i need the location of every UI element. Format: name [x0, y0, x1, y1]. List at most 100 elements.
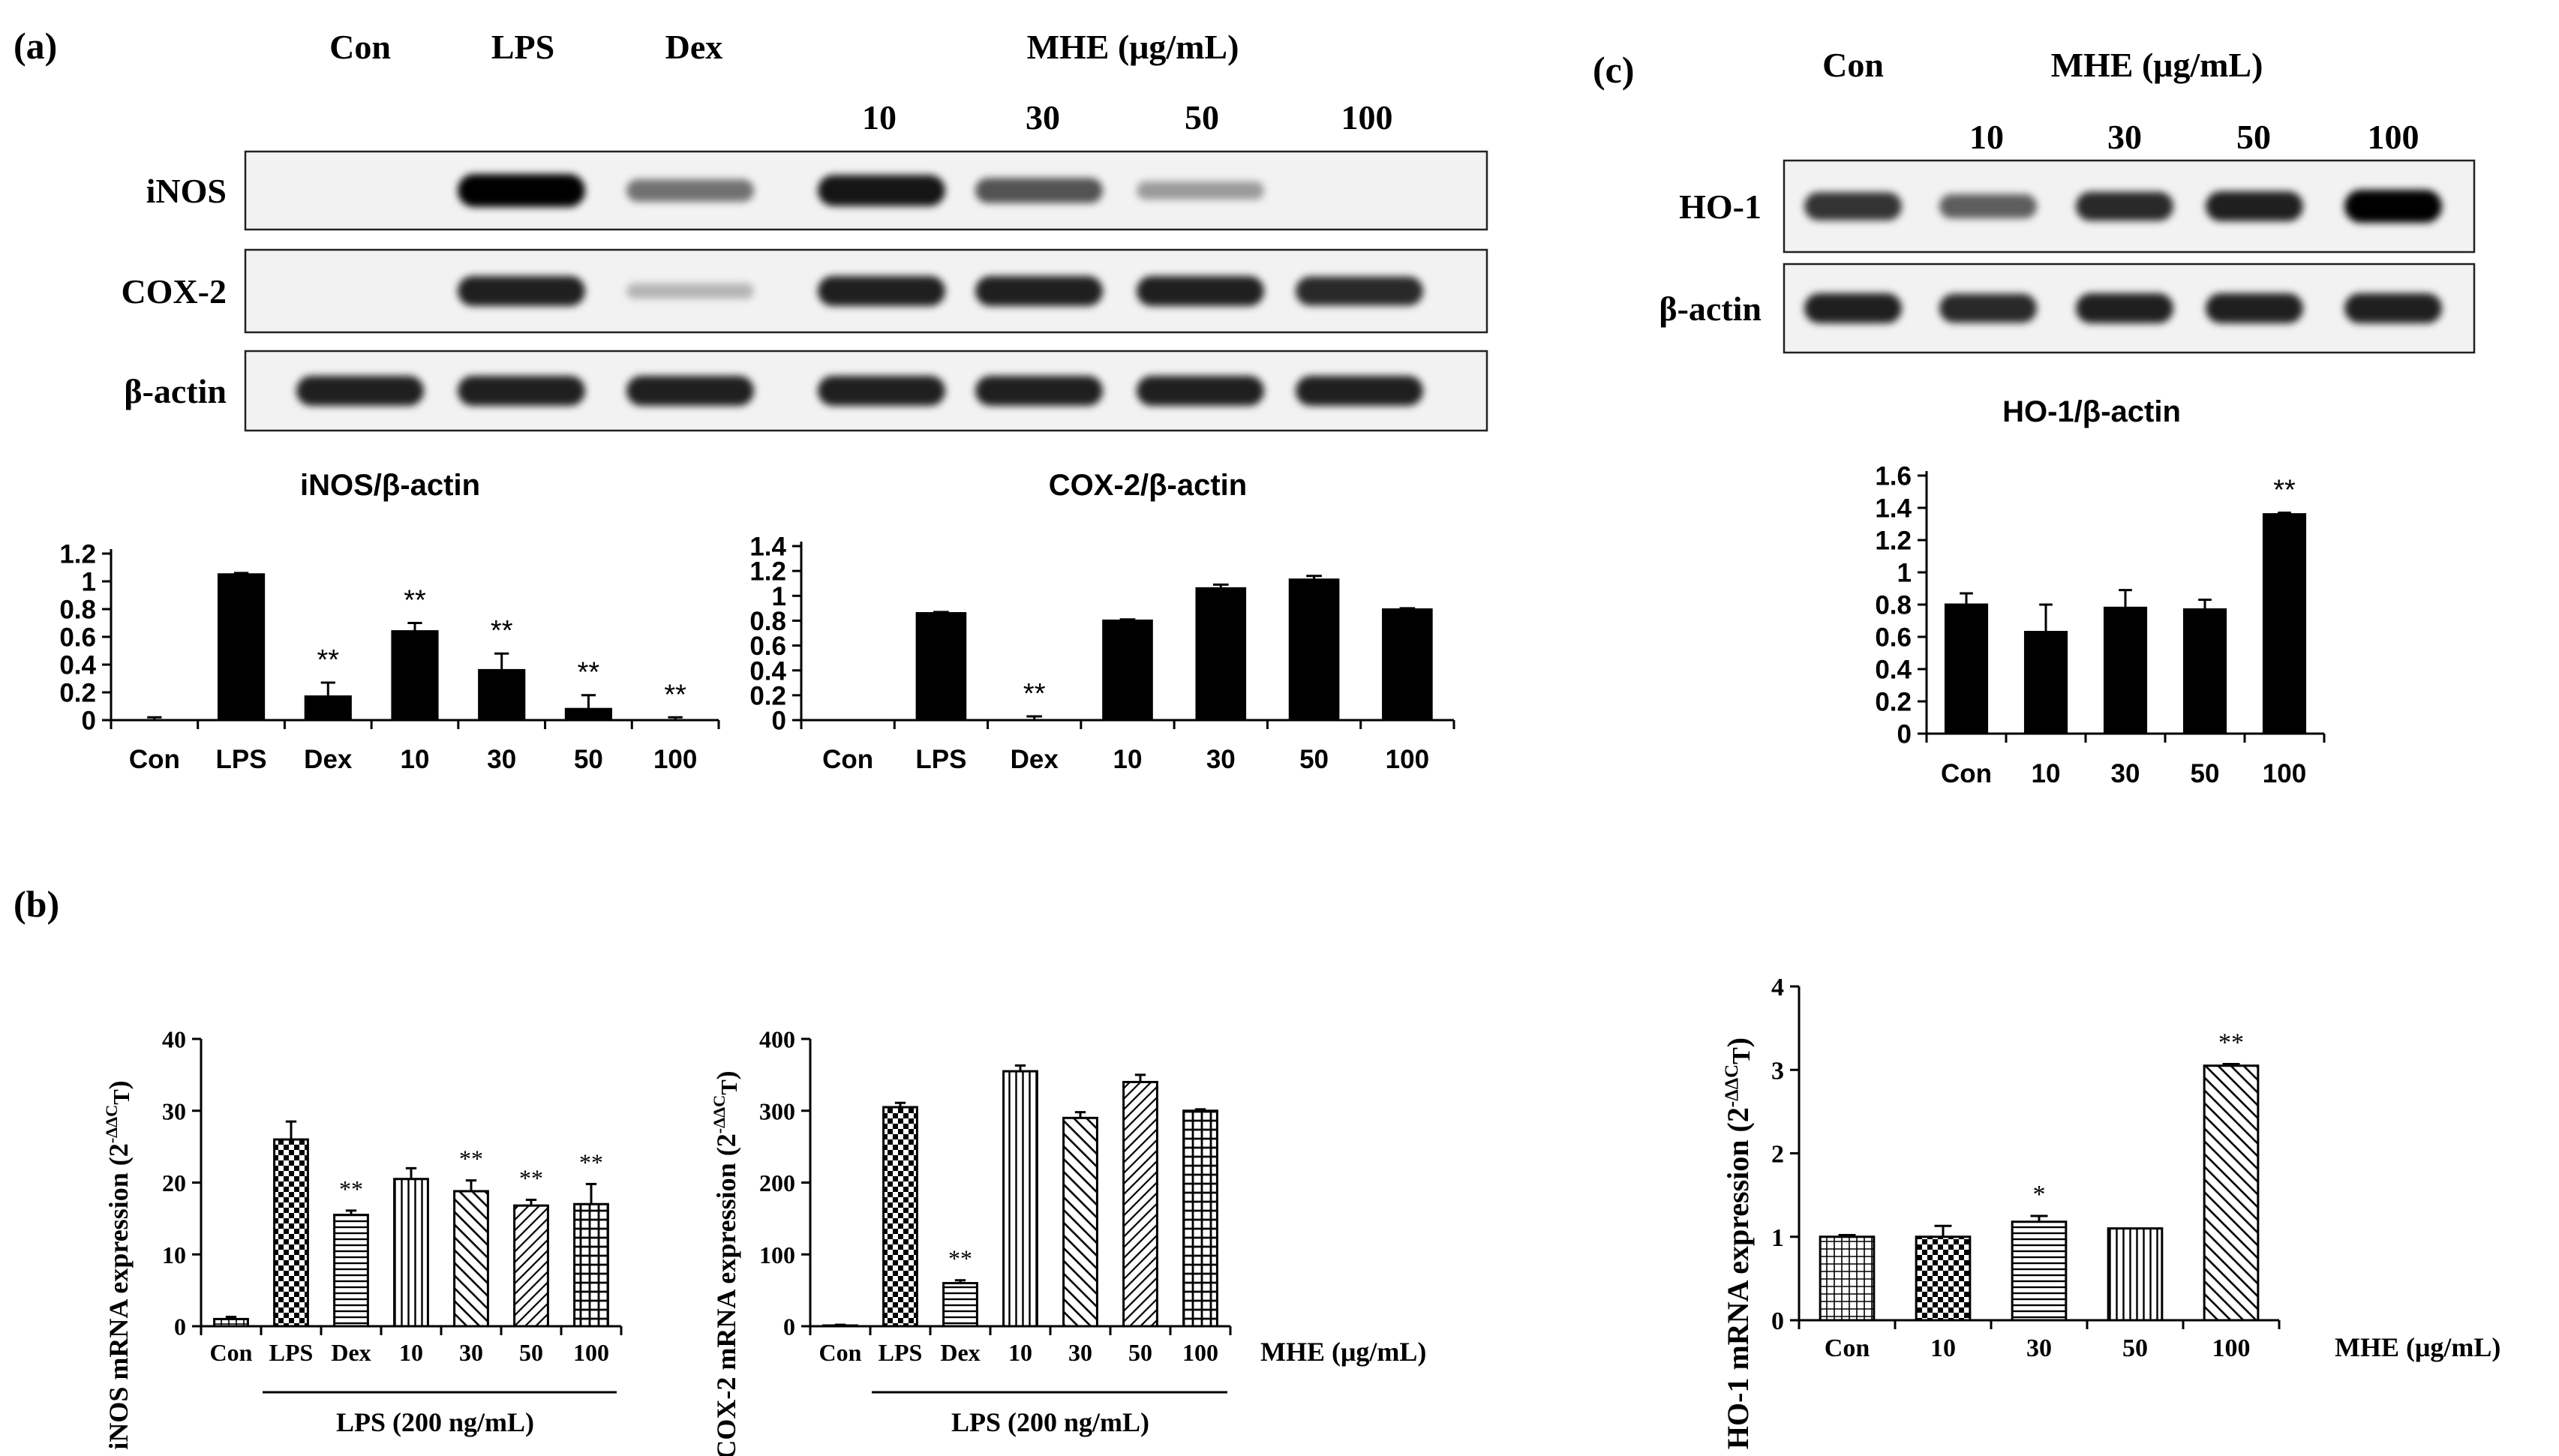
- y-tick-label: 0: [1771, 1307, 1784, 1335]
- bar-10: [391, 630, 439, 722]
- chart-title: COX-2/β-actin: [1049, 469, 1247, 502]
- blot-band: [2076, 293, 2173, 324]
- dose-10: 10: [1969, 118, 2004, 156]
- blot-band: [2344, 293, 2442, 324]
- x-category-label: 30: [2026, 1334, 2052, 1362]
- x-category-label: Con: [1825, 1334, 1870, 1362]
- bar-30: [1195, 587, 1247, 722]
- y-axis-label: COX-2 mRNA expression (2-ΔΔCT): [710, 1070, 742, 1456]
- x-category-label: Dex: [940, 1339, 980, 1366]
- y-tick-label: 1.6: [1875, 462, 1912, 491]
- blot-row-label: iNOS: [146, 172, 227, 210]
- blot-band: [2206, 191, 2303, 222]
- y-tick-label: 30: [162, 1097, 186, 1124]
- y-tick-label: 2: [1771, 1141, 1784, 1169]
- bar-30: [1062, 1116, 1098, 1328]
- x-category-label: 30: [2111, 759, 2140, 788]
- panel-a-western-blot: (a) Con LPS Dex MHE (μg/mL) 10 30 50 100…: [14, 25, 1488, 432]
- bar-10: [1102, 619, 1153, 722]
- bar-30: [2011, 1220, 2068, 1322]
- x-category-label: LPS: [879, 1339, 923, 1366]
- y-tick-label: 400: [759, 1026, 795, 1053]
- bar-lps: [273, 1138, 309, 1328]
- y-tick-label: 20: [162, 1169, 186, 1196]
- blot-band: [818, 275, 945, 307]
- bar-lps: [882, 1106, 918, 1328]
- panel-c-tag: (c): [1593, 49, 1635, 91]
- y-tick-label: 10: [162, 1241, 186, 1268]
- bar-100: [573, 1202, 609, 1328]
- bar-100: [1382, 608, 1433, 722]
- blot-band: [975, 375, 1103, 407]
- bar-con: [213, 1317, 249, 1328]
- bar-50: [1122, 1080, 1158, 1328]
- bar-100: [2203, 1064, 2260, 1322]
- significance-marker: **: [317, 644, 339, 676]
- dose-50: 50: [1185, 98, 1219, 137]
- blot-band: [296, 375, 424, 407]
- y-tick-label: 1: [82, 568, 96, 597]
- x-category-label: 30: [1206, 745, 1236, 774]
- bar-con: [1819, 1235, 1876, 1322]
- y-tick-label: 3: [1771, 1057, 1784, 1085]
- y-tick-label: 0.6: [1875, 623, 1912, 653]
- chart-ho1-mrna: 0 1 2 3 4 Con 10 * 30 50 ** 100 HO-1 mRNA expression…: [1721, 974, 2500, 1449]
- blot-band: [458, 375, 585, 407]
- y-tick-label: 0.4: [1875, 656, 1912, 685]
- blot-row-label: β-actin: [124, 372, 227, 410]
- x-category-label: 50: [1128, 1339, 1152, 1366]
- bar-100: [1182, 1109, 1218, 1328]
- blot-band: [1296, 276, 1423, 306]
- x-category-label: 100: [1386, 745, 1429, 774]
- x-category-label: 100: [2212, 1334, 2251, 1362]
- x-unit-label: MHE (μg/mL): [1260, 1337, 1426, 1367]
- x-category-label: 50: [2191, 759, 2220, 788]
- x-category-label: 30: [1068, 1339, 1092, 1366]
- blot-band: [1137, 181, 1264, 200]
- blot-band: [818, 175, 945, 206]
- x-category-label: 100: [1182, 1339, 1218, 1366]
- bar-30: [478, 668, 526, 722]
- dose-30: 30: [1026, 98, 1060, 137]
- significance-marker: **: [664, 679, 686, 710]
- x-category-label: 10: [1113, 745, 1143, 774]
- blot-band: [458, 174, 585, 207]
- significance-marker: **: [2273, 474, 2296, 506]
- chart-cox2-mrna: 0 100 200 300 400 Con LPS ** Dex 10 30 50 100 COX-2 m…: [710, 1026, 1426, 1456]
- x-category-label: Con: [822, 745, 873, 774]
- bar-50: [513, 1204, 549, 1328]
- y-tick-label: 0.2: [59, 679, 96, 708]
- dose-10: 10: [862, 98, 897, 137]
- blot-row-label: β-actin: [1659, 290, 1762, 328]
- x-category-label: LPS: [915, 745, 966, 774]
- lane-header-con: Con: [1822, 46, 1884, 84]
- x-category-label: 10: [399, 1339, 423, 1366]
- y-tick-label: 100: [759, 1241, 795, 1268]
- y-tick-label: 1.2: [749, 557, 786, 587]
- y-tick-label: 1.2: [1875, 527, 1912, 556]
- chart-title: iNOS/β-actin: [300, 469, 480, 502]
- bar-10: [1002, 1070, 1038, 1328]
- x-category-label: 30: [487, 745, 516, 774]
- y-tick-label: 0.2: [749, 681, 786, 710]
- y-tick-label: 1.4: [749, 533, 786, 562]
- x-category-label: LPS: [216, 745, 267, 774]
- x-category-label: 10: [1008, 1339, 1032, 1366]
- group-label: LPS (200 ng/mL): [951, 1407, 1149, 1437]
- y-tick-label: 0.6: [749, 632, 786, 661]
- dose-100: 100: [1341, 98, 1393, 137]
- blot-band: [1804, 192, 1902, 221]
- blot-band: [975, 275, 1103, 307]
- y-axis-label: iNOS mRNA expression (2-ΔΔCT): [102, 1080, 134, 1449]
- dose-50: 50: [2236, 118, 2271, 156]
- blot-band: [2206, 293, 2303, 324]
- bar-10: [2023, 631, 2068, 735]
- y-tick-label: 40: [162, 1026, 186, 1053]
- blot-row-label: HO-1: [1679, 188, 1762, 226]
- y-tick-label: 1: [772, 582, 786, 611]
- x-category-label: 100: [653, 745, 697, 774]
- bar-10: [393, 1178, 429, 1328]
- dose-30: 30: [2107, 118, 2142, 156]
- chart-ho1-protein: HO-1/β-actin 0 0.2 0.4 0.6 0.8 1 1.2 1.4 1.6 Con 10…: [1875, 395, 2326, 788]
